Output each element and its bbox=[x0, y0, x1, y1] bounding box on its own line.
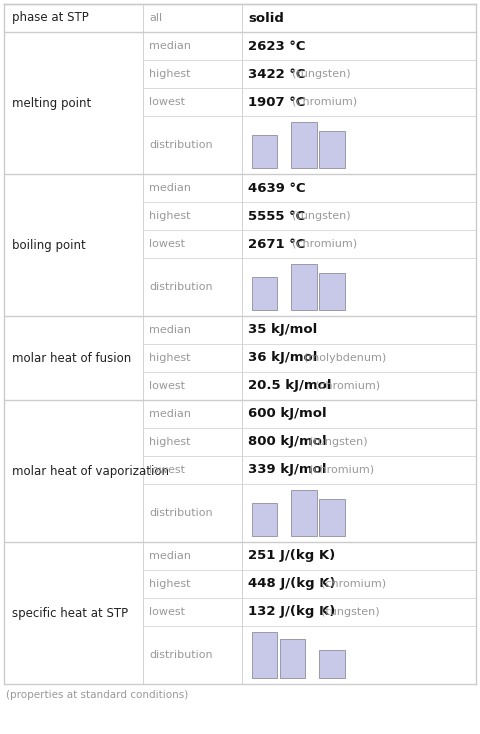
Bar bbox=[291, 264, 317, 310]
Text: highest: highest bbox=[149, 437, 191, 447]
Text: (tungsten): (tungsten) bbox=[292, 69, 351, 79]
Text: 5555 °C: 5555 °C bbox=[248, 209, 306, 222]
Text: median: median bbox=[149, 325, 191, 335]
Text: distribution: distribution bbox=[149, 508, 213, 518]
Text: (tungsten): (tungsten) bbox=[321, 607, 379, 617]
Text: phase at STP: phase at STP bbox=[12, 12, 89, 24]
Text: highest: highest bbox=[149, 579, 191, 589]
Text: 251 J/(kg K): 251 J/(kg K) bbox=[248, 550, 336, 562]
Text: 1907 °C: 1907 °C bbox=[248, 95, 306, 109]
Bar bbox=[291, 122, 317, 168]
Text: molar heat of fusion: molar heat of fusion bbox=[12, 352, 131, 365]
Text: median: median bbox=[149, 551, 191, 561]
Text: 36 kJ/mol: 36 kJ/mol bbox=[248, 352, 318, 365]
Text: 4639 °C: 4639 °C bbox=[248, 181, 306, 195]
Text: (chromium): (chromium) bbox=[292, 239, 358, 249]
Text: (chromium): (chromium) bbox=[309, 465, 374, 475]
Bar bbox=[252, 135, 277, 168]
Text: highest: highest bbox=[149, 353, 191, 363]
Text: median: median bbox=[149, 183, 191, 193]
Bar bbox=[320, 499, 345, 537]
Text: 600 kJ/mol: 600 kJ/mol bbox=[248, 407, 327, 421]
Text: (molybdenum): (molybdenum) bbox=[304, 353, 386, 363]
Text: 35 kJ/mol: 35 kJ/mol bbox=[248, 324, 318, 336]
Text: 800 kJ/mol: 800 kJ/mol bbox=[248, 435, 327, 448]
Text: 132 J/(kg K): 132 J/(kg K) bbox=[248, 606, 336, 619]
Text: lowest: lowest bbox=[149, 97, 185, 107]
Text: specific heat at STP: specific heat at STP bbox=[12, 606, 128, 619]
Bar bbox=[280, 639, 305, 678]
Text: (chromium): (chromium) bbox=[321, 579, 386, 589]
Text: (chromium): (chromium) bbox=[292, 97, 358, 107]
Text: 2623 °C: 2623 °C bbox=[248, 40, 306, 53]
Bar bbox=[252, 503, 277, 537]
Text: 448 J/(kg K): 448 J/(kg K) bbox=[248, 578, 336, 590]
Text: lowest: lowest bbox=[149, 381, 185, 391]
Text: lowest: lowest bbox=[149, 239, 185, 249]
Text: lowest: lowest bbox=[149, 607, 185, 617]
Text: distribution: distribution bbox=[149, 650, 213, 660]
Bar bbox=[320, 131, 345, 168]
Bar bbox=[320, 650, 345, 678]
Text: solid: solid bbox=[248, 12, 284, 24]
Bar bbox=[320, 273, 345, 310]
Text: all: all bbox=[149, 13, 162, 23]
Text: (chromium): (chromium) bbox=[315, 381, 380, 391]
Text: (tungsten): (tungsten) bbox=[309, 437, 368, 447]
Bar bbox=[252, 277, 277, 310]
Text: 20.5 kJ/mol: 20.5 kJ/mol bbox=[248, 379, 332, 393]
Text: melting point: melting point bbox=[12, 96, 91, 109]
Text: 2671 °C: 2671 °C bbox=[248, 238, 306, 250]
Bar bbox=[252, 632, 277, 678]
Text: median: median bbox=[149, 41, 191, 51]
Text: highest: highest bbox=[149, 69, 191, 79]
Text: lowest: lowest bbox=[149, 465, 185, 475]
Text: distribution: distribution bbox=[149, 282, 213, 292]
Text: (tungsten): (tungsten) bbox=[292, 211, 351, 221]
Text: boiling point: boiling point bbox=[12, 239, 86, 252]
Text: 3422 °C: 3422 °C bbox=[248, 68, 306, 81]
Bar bbox=[291, 490, 317, 537]
Text: median: median bbox=[149, 409, 191, 419]
Text: distribution: distribution bbox=[149, 140, 213, 150]
Text: highest: highest bbox=[149, 211, 191, 221]
Text: (properties at standard conditions): (properties at standard conditions) bbox=[6, 690, 188, 700]
Text: 339 kJ/mol: 339 kJ/mol bbox=[248, 463, 327, 476]
Text: molar heat of vaporization: molar heat of vaporization bbox=[12, 465, 169, 478]
